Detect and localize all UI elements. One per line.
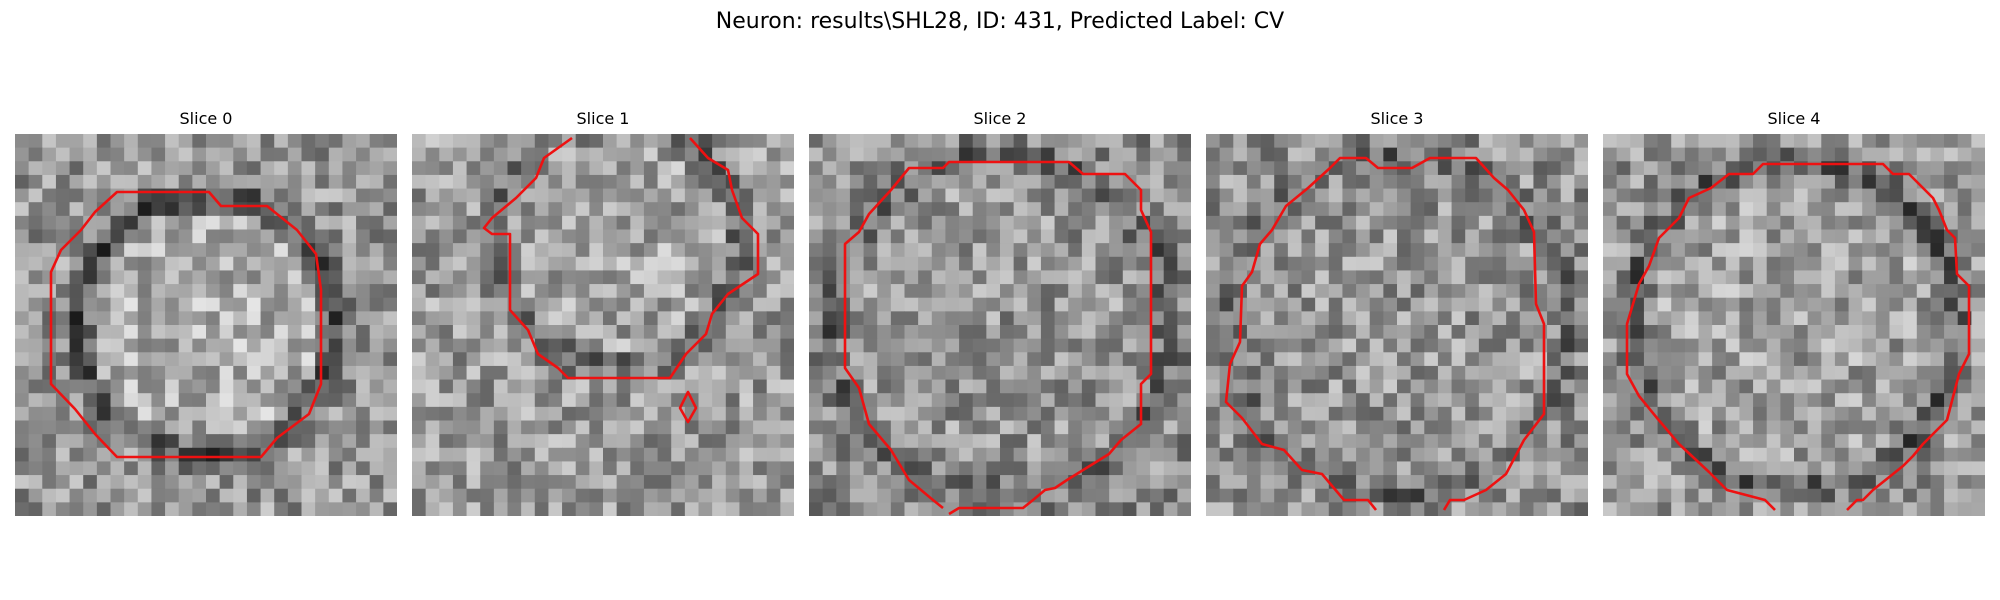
slice-2-title: Slice 2	[973, 109, 1027, 128]
slice-1-image	[412, 134, 794, 516]
figure-title: Neuron: results\SHL28, ID: 431, Predicte…	[715, 9, 1285, 34]
slice-0-image	[15, 134, 397, 516]
slice-3-image	[1206, 134, 1588, 516]
slice-3-title: Slice 3	[1370, 109, 1424, 128]
slice-4-image	[1603, 134, 1985, 516]
slice-0-title: Slice 0	[179, 109, 233, 128]
slice-4-title: Slice 4	[1767, 109, 1821, 128]
slice-1-title: Slice 1	[576, 109, 630, 128]
slice-2-image	[809, 134, 1191, 516]
